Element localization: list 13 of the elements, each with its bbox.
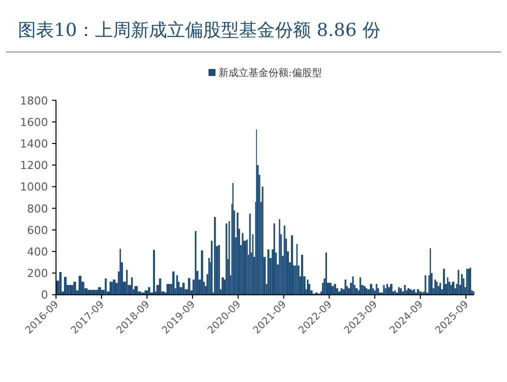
y-tick-label: 200 [27, 267, 48, 280]
legend: 新成立基金份额:偏股型 [208, 68, 322, 79]
y-tick-label: 600 [27, 224, 48, 237]
y-tick-label: 400 [27, 246, 48, 258]
y-tick-label: 1400 [20, 138, 48, 150]
chart-title: 图表10：上周新成立偏股型基金份额 8.86 份 [18, 20, 380, 41]
legend-label: 新成立基金份额:偏股型 [218, 67, 322, 79]
y-tick-label: 0 [41, 288, 48, 302]
y-tick-label: 1200 [20, 159, 48, 172]
y-tick-label: 1600 [20, 116, 48, 129]
y-tick-label: 1800 [20, 94, 48, 108]
y-tick-label: 800 [27, 202, 48, 216]
y-tick-label: 1000 [20, 180, 48, 194]
